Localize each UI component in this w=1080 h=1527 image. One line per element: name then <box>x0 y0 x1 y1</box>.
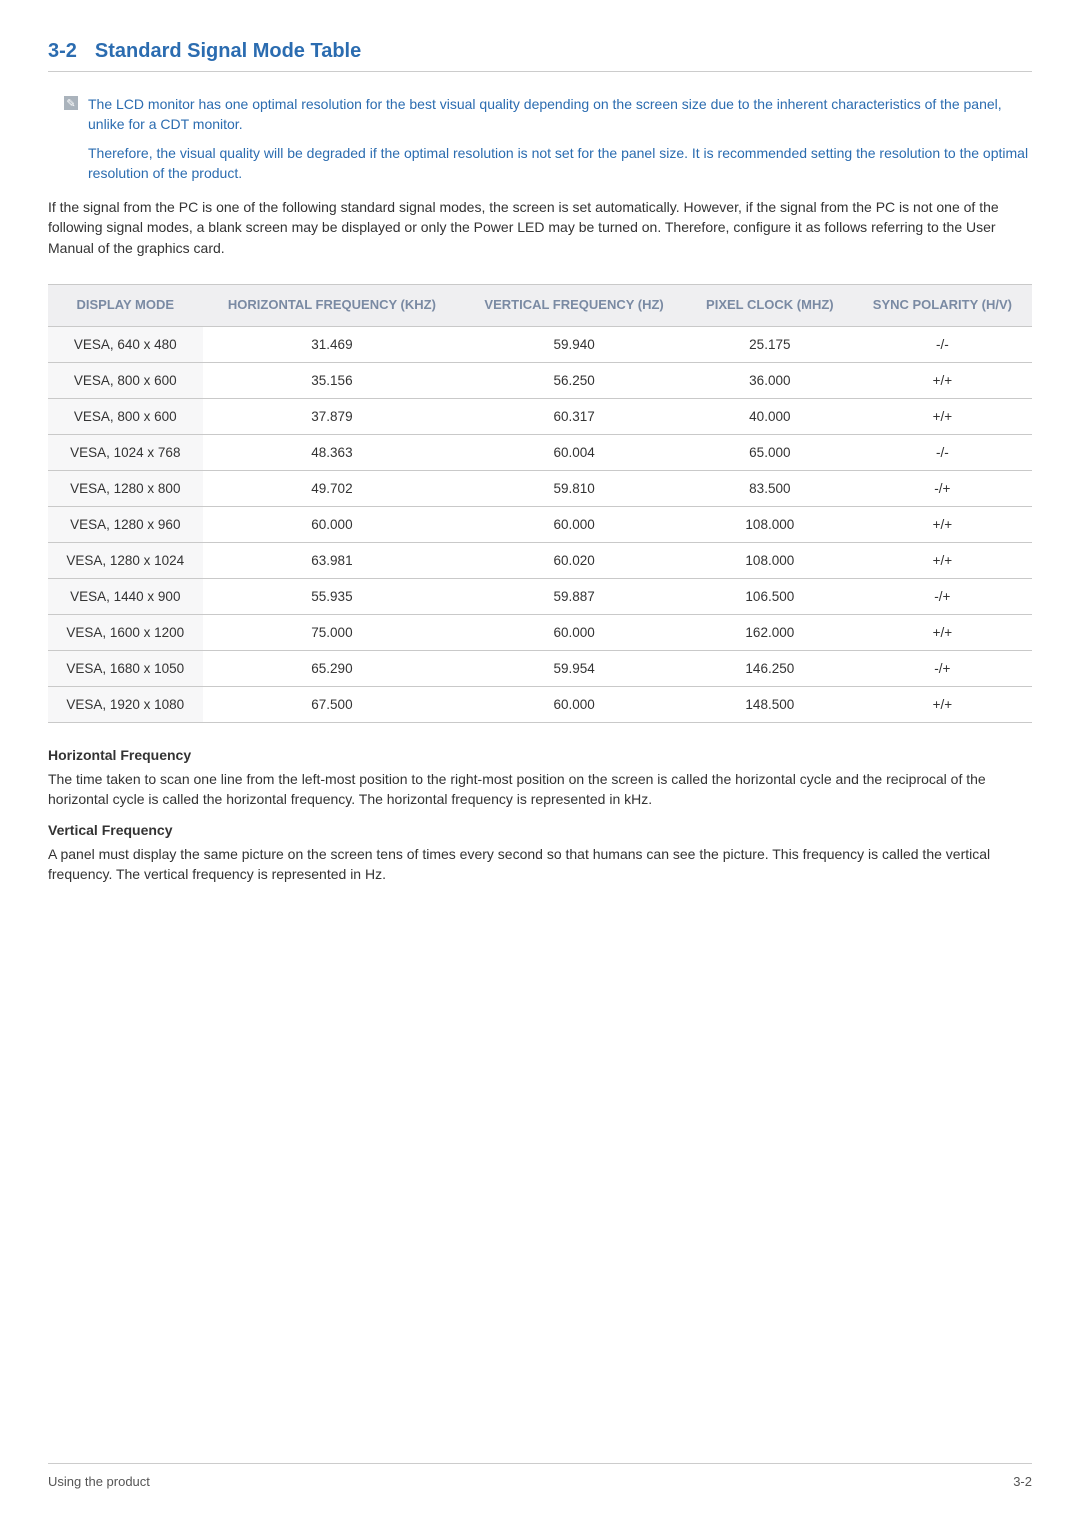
table-row: VESA, 1440 x 90055.93559.887106.500-/+ <box>48 578 1032 614</box>
table-cell: 25.175 <box>687 326 853 362</box>
table-cell: 148.500 <box>687 686 853 722</box>
table-cell: 63.981 <box>203 542 462 578</box>
th-vertical-freq: VERTICAL FREQUENCY (HZ) <box>461 285 687 327</box>
table-cell: +/+ <box>853 398 1032 434</box>
table-cell: 108.000 <box>687 542 853 578</box>
table-cell: 59.954 <box>461 650 687 686</box>
table-cell: 162.000 <box>687 614 853 650</box>
table-cell: +/+ <box>853 506 1032 542</box>
table-cell: 49.702 <box>203 470 462 506</box>
table-cell: 60.000 <box>461 614 687 650</box>
th-pixel-clock: PIXEL CLOCK (MHZ) <box>687 285 853 327</box>
table-cell: -/- <box>853 326 1032 362</box>
table-cell: VESA, 1680 x 1050 <box>48 650 203 686</box>
table-cell: +/+ <box>853 614 1032 650</box>
table-cell: -/+ <box>853 470 1032 506</box>
footer-right: 3-2 <box>1013 1474 1032 1489</box>
table-cell: 146.250 <box>687 650 853 686</box>
info-para1: The LCD monitor has one optimal resoluti… <box>88 94 1032 135</box>
table-row: VESA, 1280 x 80049.70259.81083.500-/+ <box>48 470 1032 506</box>
info-block: ✎ The LCD monitor has one optimal resolu… <box>48 94 1032 135</box>
table-cell: VESA, 1280 x 1024 <box>48 542 203 578</box>
table-cell: 59.810 <box>461 470 687 506</box>
section-title: Standard Signal Mode Table <box>95 40 361 63</box>
table-cell: -/+ <box>853 650 1032 686</box>
table-cell: VESA, 1024 x 768 <box>48 434 203 470</box>
table-cell: 36.000 <box>687 362 853 398</box>
table-cell: 65.290 <box>203 650 462 686</box>
table-row: VESA, 1024 x 76848.36360.00465.000-/- <box>48 434 1032 470</box>
footer-left: Using the product <box>48 1474 150 1489</box>
table-cell: VESA, 1280 x 800 <box>48 470 203 506</box>
vf-heading: Vertical Frequency <box>48 822 1032 838</box>
table-cell: 56.250 <box>461 362 687 398</box>
table-cell: VESA, 1600 x 1200 <box>48 614 203 650</box>
table-cell: 40.000 <box>687 398 853 434</box>
page-footer: Using the product 3-2 <box>48 1463 1032 1489</box>
info-icon: ✎ <box>64 96 78 110</box>
table-row: VESA, 1680 x 105065.29059.954146.250-/+ <box>48 650 1032 686</box>
table-cell: -/+ <box>853 578 1032 614</box>
table-cell: +/+ <box>853 686 1032 722</box>
table-row: VESA, 640 x 48031.46959.94025.175-/- <box>48 326 1032 362</box>
section-number: 3-2 <box>48 40 77 63</box>
intro-paragraph: If the signal from the PC is one of the … <box>48 197 1032 258</box>
th-horizontal-freq: HORIZONTAL FREQUENCY (KHZ) <box>203 285 462 327</box>
table-cell: 31.469 <box>203 326 462 362</box>
table-cell: VESA, 640 x 480 <box>48 326 203 362</box>
table-cell: 106.500 <box>687 578 853 614</box>
table-cell: 37.879 <box>203 398 462 434</box>
table-cell: 60.000 <box>461 506 687 542</box>
table-row: VESA, 1600 x 120075.00060.000162.000+/+ <box>48 614 1032 650</box>
table-cell: +/+ <box>853 542 1032 578</box>
table-row: VESA, 800 x 60035.15656.25036.000+/+ <box>48 362 1032 398</box>
table-cell: 60.317 <box>461 398 687 434</box>
section-heading: 3-2 Standard Signal Mode Table <box>48 40 1032 72</box>
table-cell: 59.887 <box>461 578 687 614</box>
table-cell: 60.004 <box>461 434 687 470</box>
table-cell: 83.500 <box>687 470 853 506</box>
table-row: VESA, 800 x 60037.87960.31740.000+/+ <box>48 398 1032 434</box>
table-cell: 55.935 <box>203 578 462 614</box>
table-row: VESA, 1280 x 102463.98160.020108.000+/+ <box>48 542 1032 578</box>
table-cell: +/+ <box>853 362 1032 398</box>
table-cell: VESA, 800 x 600 <box>48 362 203 398</box>
info-para2: Therefore, the visual quality will be de… <box>48 143 1032 184</box>
table-cell: 60.000 <box>461 686 687 722</box>
hf-text: The time taken to scan one line from the… <box>48 769 1032 810</box>
signal-mode-table: DISPLAY MODE HORIZONTAL FREQUENCY (KHZ) … <box>48 284 1032 723</box>
table-cell: 59.940 <box>461 326 687 362</box>
table-cell: 60.000 <box>203 506 462 542</box>
table-cell: 48.363 <box>203 434 462 470</box>
table-cell: 60.020 <box>461 542 687 578</box>
table-cell: -/- <box>853 434 1032 470</box>
table-cell: VESA, 1280 x 960 <box>48 506 203 542</box>
table-row: VESA, 1280 x 96060.00060.000108.000+/+ <box>48 506 1032 542</box>
table-cell: 108.000 <box>687 506 853 542</box>
table-row: VESA, 1920 x 108067.50060.000148.500+/+ <box>48 686 1032 722</box>
table-cell: 35.156 <box>203 362 462 398</box>
table-cell: 75.000 <box>203 614 462 650</box>
vf-text: A panel must display the same picture on… <box>48 844 1032 885</box>
th-display-mode: DISPLAY MODE <box>48 285 203 327</box>
th-sync-polarity: SYNC POLARITY (H/V) <box>853 285 1032 327</box>
table-cell: 67.500 <box>203 686 462 722</box>
table-header-row: DISPLAY MODE HORIZONTAL FREQUENCY (KHZ) … <box>48 285 1032 327</box>
table-cell: VESA, 1440 x 900 <box>48 578 203 614</box>
hf-heading: Horizontal Frequency <box>48 747 1032 763</box>
table-cell: VESA, 1920 x 1080 <box>48 686 203 722</box>
table-cell: VESA, 800 x 600 <box>48 398 203 434</box>
table-cell: 65.000 <box>687 434 853 470</box>
